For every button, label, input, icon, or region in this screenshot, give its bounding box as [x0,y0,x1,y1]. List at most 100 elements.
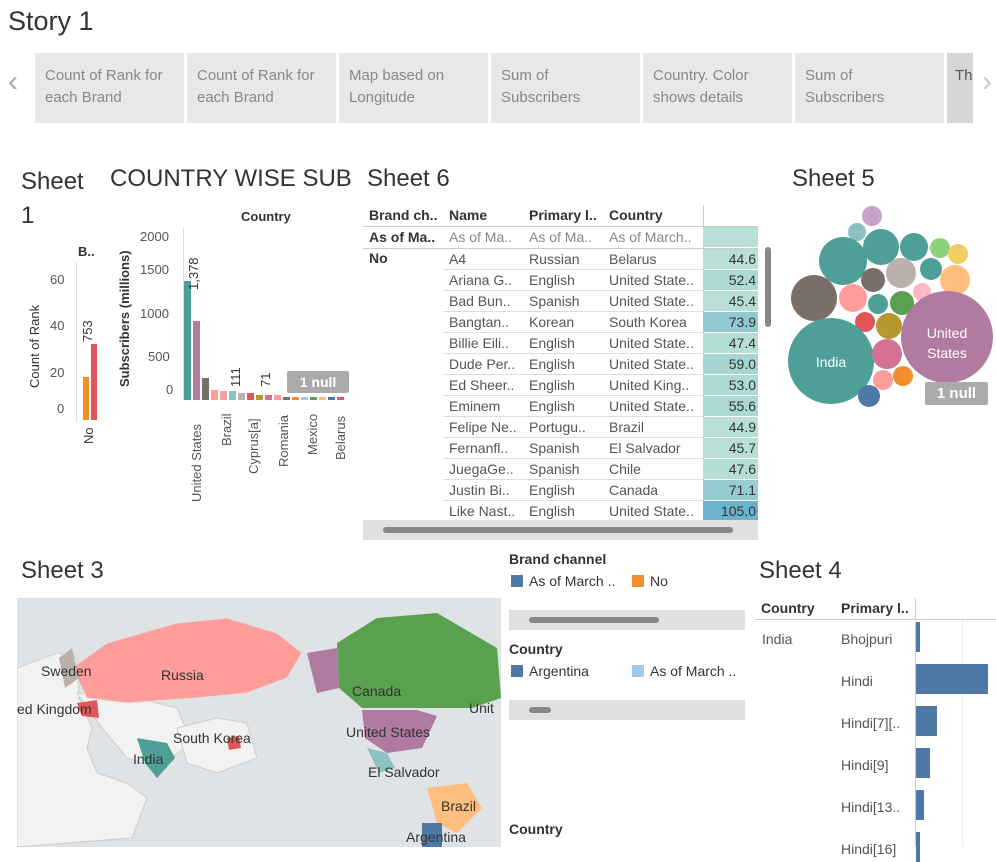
country-bar[interactable] [328,397,335,400]
legend-item[interactable]: Argentina [511,663,589,679]
country-bar[interactable] [247,393,254,400]
legend-scrollbar[interactable] [509,700,745,720]
table-row[interactable]: Bad Bun.. Spanish United State.. 45.4 [363,291,780,312]
country-bar[interactable] [337,397,344,400]
table-row[interactable]: Ed Sheer.. English United King.. 53.0 [363,375,780,396]
sheet1-bar-orange[interactable] [83,377,89,420]
table-row[interactable]: Felipe Ne.. Portugu.. Brazil 44.9 [363,417,780,438]
bubble[interactable] [920,258,942,280]
map-region-russia[interactable] [71,617,303,704]
bubble[interactable] [863,229,899,265]
legend-item[interactable]: No [632,573,668,589]
bubble[interactable] [855,312,875,332]
map-region-sweden[interactable] [59,648,79,688]
story-point-3[interactable]: Map based on Longitude [339,53,488,123]
bubble[interactable] [839,284,867,312]
bubble[interactable] [900,233,928,261]
bubble[interactable] [948,244,968,264]
map-region-alaska[interactable] [307,648,339,693]
table-row[interactable]: Eminem English United State.. 55.6 [363,396,780,417]
map-region-argentina[interactable] [422,823,442,847]
story-point-7[interactable]: Th [947,53,973,123]
legend-scrollbar[interactable] [509,610,745,630]
story-point-5[interactable]: Country. Color shows details [643,53,792,123]
country-bar[interactable] [292,397,299,400]
map-region-south-korea[interactable] [227,736,241,750]
bubble[interactable] [886,258,916,288]
country-bar[interactable] [301,397,308,400]
story-point-2[interactable]: Count of Rank for each Brand [187,53,336,123]
legend-item[interactable]: As of March .. [632,663,736,679]
bubble[interactable] [872,339,902,369]
bubble[interactable] [890,291,914,315]
legend-item[interactable]: As of March .. [511,573,615,589]
sheet4-bar[interactable] [916,748,930,778]
country-bar[interactable] [220,391,227,400]
country-bar[interactable] [211,390,218,400]
country-bar[interactable] [184,281,191,400]
bubble[interactable] [893,366,913,386]
horizontal-scrollbar-thumb[interactable] [383,527,733,533]
bubble[interactable] [848,223,866,241]
sheet4-col-language[interactable]: Primary l.. [841,600,909,616]
bubble[interactable] [819,237,867,285]
table-row[interactable]: Billie Eili.. English United State.. 47.4 [363,333,780,354]
col-header-brand[interactable]: Brand ch.. [369,207,438,223]
sheet4-bar[interactable] [916,832,920,862]
country-bar[interactable] [193,321,200,400]
map-region-united-states[interactable] [362,710,437,753]
legend-scroll-thumb[interactable] [529,617,659,623]
bubble[interactable] [862,206,882,226]
legend-scroll-thumb[interactable] [529,707,551,713]
col-header-name[interactable]: Name [449,207,488,223]
story-point-1[interactable]: Count of Rank for each Brand [35,53,184,123]
table-row[interactable]: JuegaGe.. Spanish Chile 47.6 [363,459,780,480]
table-row[interactable]: Fernanfl.. Spanish El Salvador 45.7 [363,438,780,459]
bubble[interactable] [876,313,902,339]
country-bar[interactable] [202,378,209,400]
null-indicator[interactable]: 1 null [287,371,349,393]
map-region-brazil[interactable] [427,783,482,833]
map-region-canada[interactable] [337,613,501,708]
map-region-india[interactable] [137,738,175,778]
table-row[interactable]: Like Nast.. English United State.. 105.0 [363,501,780,522]
vertical-scrollbar[interactable] [765,247,771,327]
bubble-india[interactable] [788,318,874,404]
bubble[interactable] [930,238,950,258]
chevron-right-icon[interactable]: › [982,65,992,98]
bubble[interactable] [940,265,970,295]
sheet4-bar[interactable] [916,706,937,736]
map-region-el-salvador[interactable] [367,748,395,773]
sheet4-bar[interactable] [916,664,988,694]
country-bar[interactable] [283,397,290,400]
chevron-left-icon[interactable]: ‹ [8,65,18,98]
sheet3-map[interactable] [17,598,501,847]
table-row[interactable]: A4 Russian Belarus 44.6 [363,249,780,270]
country-bar[interactable] [238,393,245,400]
table-row[interactable]: Ariana G.. English United State.. 52.4 [363,270,780,291]
table-row[interactable]: Bangtan.. Korean South Korea 73.9 [363,312,780,333]
country-bar[interactable] [310,397,317,400]
country-bar[interactable] [229,391,236,400]
map-region-united-kingdom[interactable] [77,700,99,718]
col-header-country[interactable]: Country [609,207,663,223]
country-bar[interactable] [274,395,281,400]
table-row[interactable]: As of Ma.. As of Ma.. As of Ma.. As of M… [363,227,780,248]
bubble[interactable] [861,268,885,292]
sheet4-col-country[interactable]: Country [761,600,815,616]
sheet4-bar[interactable] [916,622,920,652]
null-indicator[interactable]: 1 null [925,382,988,405]
sheet4-bar[interactable] [916,790,924,820]
bubble-united-states[interactable] [901,291,993,383]
bubble[interactable] [858,385,880,407]
country-bar[interactable] [319,397,326,400]
bubble[interactable] [873,370,893,390]
country-bar[interactable] [265,395,272,400]
story-point-4[interactable]: Sum of Subscribers [491,53,640,123]
col-header-language[interactable]: Primary l.. [529,207,597,223]
bubble[interactable] [791,275,837,321]
table-row[interactable]: Dude Per.. English United State.. 59.0 [363,354,780,375]
sheet1-bar-red[interactable] [91,344,97,420]
story-point-6[interactable]: Sum of Subscribers [795,53,944,123]
table-row[interactable]: Justin Bi.. English Canada 71.1 [363,480,780,501]
